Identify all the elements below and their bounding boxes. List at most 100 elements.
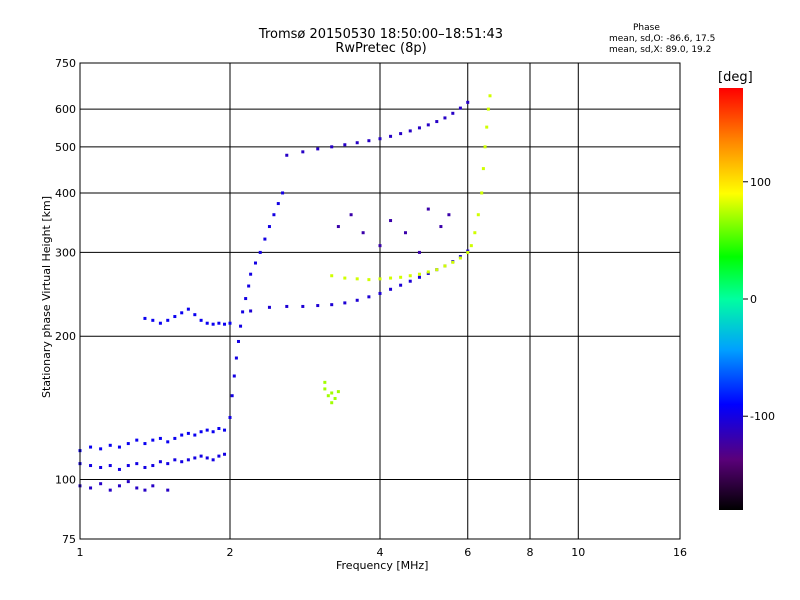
data-point: [485, 125, 489, 129]
data-point: [408, 129, 412, 133]
data-point: [426, 123, 430, 127]
data-point: [173, 436, 177, 440]
data-point: [343, 276, 347, 280]
data-point: [267, 305, 271, 309]
data-point: [389, 134, 393, 138]
data-point: [476, 213, 480, 217]
data-point: [435, 120, 439, 124]
plot-grid: [80, 63, 680, 539]
y-tick-label: 200: [55, 330, 76, 343]
data-point: [486, 107, 490, 111]
data-point: [166, 488, 170, 492]
data-point: [336, 390, 340, 394]
data-point: [230, 394, 234, 398]
data-point: [451, 260, 455, 264]
data-point: [403, 231, 407, 235]
data-point: [458, 106, 462, 110]
data-point: [301, 150, 305, 154]
data-point: [99, 482, 103, 486]
data-point: [143, 442, 147, 446]
data-point: [330, 401, 334, 405]
data-point: [166, 440, 170, 444]
data-point: [228, 415, 232, 419]
data-point: [143, 465, 147, 469]
data-point: [89, 445, 93, 449]
data-point: [330, 391, 334, 395]
x-axis-label: Frequency [MHz]: [336, 559, 429, 572]
data-point: [480, 191, 484, 195]
data-point: [186, 431, 190, 435]
data-point: [180, 433, 184, 437]
data-point: [217, 454, 221, 458]
phase-o-stats: mean, sd,O: -86.6, 17.5: [609, 34, 716, 44]
data-point: [126, 464, 130, 468]
data-point: [151, 464, 155, 468]
data-point: [326, 394, 330, 398]
data-point: [378, 277, 382, 281]
data-point: [258, 250, 262, 254]
y-tick-label: 100: [55, 474, 76, 487]
data-point: [186, 307, 190, 311]
data-point: [389, 276, 393, 280]
data-point: [186, 458, 190, 462]
data-point: [126, 442, 130, 446]
data-point: [117, 484, 121, 488]
data-point: [330, 274, 334, 278]
data-point: [272, 213, 276, 217]
colorbar-tick-label: 100: [750, 176, 771, 189]
data-point: [367, 139, 371, 143]
data-point: [108, 464, 112, 468]
data-point: [236, 339, 240, 343]
data-point: [399, 283, 403, 287]
data-point: [426, 271, 430, 275]
data-point: [199, 430, 203, 434]
data-point: [435, 268, 439, 272]
data-point: [89, 464, 93, 468]
data-point: [466, 100, 470, 104]
data-point: [481, 167, 485, 171]
colorbar-tick-label: -100: [750, 410, 775, 423]
data-point: [249, 272, 253, 276]
data-point: [367, 295, 371, 299]
data-point: [447, 213, 451, 217]
data-point: [173, 315, 177, 319]
data-point: [417, 250, 421, 254]
data-point: [244, 297, 248, 301]
data-point: [483, 145, 487, 149]
data-point: [355, 298, 359, 302]
data-point: [117, 467, 121, 471]
data-point: [276, 202, 280, 206]
y-tick-label: 75: [62, 533, 76, 546]
y-tick-label: 300: [55, 246, 76, 259]
x-tick-label: 10: [571, 546, 585, 559]
data-point: [205, 321, 209, 325]
data-point: [223, 428, 227, 432]
data-point: [211, 458, 215, 462]
data-point: [205, 456, 209, 460]
data-point: [469, 244, 473, 248]
data-point: [488, 94, 492, 98]
data-point: [249, 309, 253, 313]
data-point: [389, 287, 393, 291]
data-point: [99, 465, 103, 469]
data-point: [211, 430, 215, 434]
data-point: [135, 486, 139, 490]
data-point: [408, 274, 412, 278]
data-point: [108, 488, 112, 492]
data-point: [263, 237, 267, 241]
data-point: [355, 141, 359, 145]
data-point: [117, 445, 121, 449]
data-point: [180, 311, 184, 315]
chart-subtitle: RwPretec (8p): [335, 41, 427, 56]
data-point: [193, 433, 197, 437]
data-point: [135, 438, 139, 442]
data-point: [343, 301, 347, 305]
data-point: [301, 304, 305, 308]
data-point: [408, 279, 412, 283]
y-tick-label: 500: [55, 141, 76, 154]
data-point: [223, 322, 227, 326]
chart-title: Tromsø 20150530 18:50:00–18:51:43: [258, 27, 504, 42]
data-point: [378, 291, 382, 295]
data-point: [267, 225, 271, 229]
